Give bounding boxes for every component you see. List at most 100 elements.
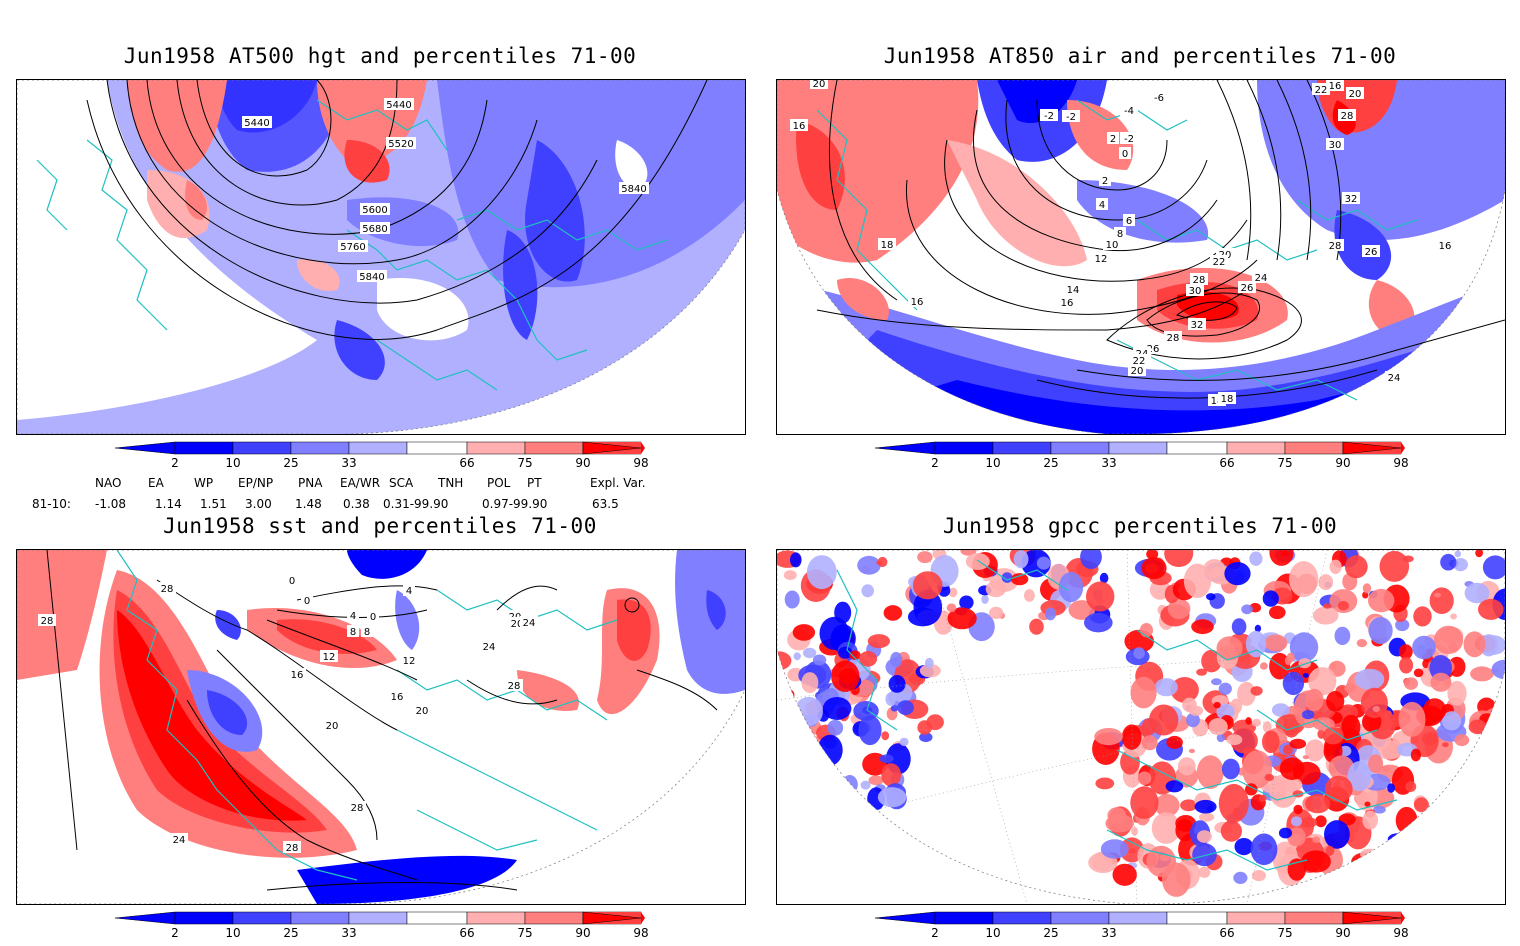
gpcc-patch	[1448, 642, 1458, 653]
gpcc-patch	[1206, 593, 1216, 601]
gpcc-patch	[1356, 639, 1368, 648]
gpcc-patch	[1198, 866, 1211, 878]
gpcc-patch	[1344, 555, 1368, 579]
gpcc-patch	[860, 780, 871, 790]
gpcc-patch	[888, 675, 906, 693]
contour-label-bg	[288, 668, 306, 680]
gpcc-patch	[1251, 870, 1266, 882]
contour-label-bg	[403, 584, 415, 596]
contour-label-bg	[1312, 83, 1330, 95]
contour-label: -2	[1124, 134, 1134, 145]
contour-label-bg	[1120, 132, 1138, 144]
contour-label: 30	[1329, 140, 1342, 151]
gpcc-patch	[1304, 688, 1324, 712]
gpcc-patch	[1258, 794, 1267, 802]
gpcc-patch	[881, 763, 901, 787]
contour-label-bg	[1114, 227, 1126, 239]
gpcc-patch	[1475, 550, 1483, 558]
gpcc-patch	[1429, 587, 1454, 614]
contour-label-bg	[1326, 80, 1344, 91]
gpcc-patch	[1196, 830, 1212, 843]
gpcc-patch	[1405, 832, 1414, 841]
gpcc-patch	[1264, 634, 1288, 652]
gpcc-patch	[857, 555, 881, 575]
contour-label: 12	[323, 652, 336, 663]
gpcc-patch	[917, 551, 933, 564]
gpcc-patch	[1414, 863, 1433, 878]
gpcc-patch	[1368, 754, 1384, 774]
gpcc-patch	[817, 734, 843, 766]
gpcc-patch	[1029, 618, 1044, 635]
contour-label: 0	[1122, 149, 1128, 160]
gpcc-patch	[1186, 712, 1200, 728]
index-header-sca: SCA	[389, 476, 414, 490]
gpcc-patch	[919, 664, 941, 678]
colorbar-tick-25: 25	[1043, 926, 1059, 940]
gpcc-patch	[1387, 783, 1395, 793]
contour-label: 0	[370, 612, 376, 623]
index-header-wp: WP	[194, 476, 214, 490]
contour-label-bg	[388, 690, 406, 702]
gpcc-patch	[1398, 644, 1413, 660]
gpcc-patch	[835, 793, 846, 804]
gpcc-patch	[1068, 600, 1096, 620]
colorbar-tick-90: 90	[575, 456, 591, 470]
gpcc-patch	[805, 789, 827, 814]
contour-label: 5520	[388, 139, 413, 150]
gpcc-patch	[1454, 550, 1462, 558]
contour-label: 20	[1131, 366, 1144, 377]
gpcc-patch	[1131, 826, 1139, 836]
gpcc-patch	[1289, 632, 1319, 663]
gpcc-patch	[1404, 677, 1418, 690]
gpcc-patch	[861, 584, 874, 598]
gpcc-patch	[1164, 550, 1194, 567]
contour-label: 28	[1341, 111, 1354, 122]
gpcc-patch	[1180, 799, 1198, 812]
gpcc-patch	[1281, 550, 1289, 556]
contour-label: 14	[1067, 285, 1080, 296]
gpcc-patch	[1468, 719, 1487, 735]
gpcc-patch	[1230, 728, 1258, 754]
gpcc-patch	[1368, 588, 1395, 613]
contour-label: 8	[1117, 229, 1123, 240]
contour-label-bg	[1092, 252, 1110, 264]
contour-label: 24	[173, 835, 186, 846]
contour-label-bg	[1130, 354, 1148, 366]
gpcc-patch	[1130, 676, 1157, 709]
gpcc-patch	[1264, 773, 1275, 782]
gpcc-patch	[802, 647, 817, 659]
contour-label: 18	[1221, 394, 1234, 405]
index-header-explvar: Expl. Var.	[590, 476, 646, 490]
contour-label-bg	[348, 801, 366, 813]
contour-label: 20	[416, 706, 429, 717]
contour-label-bg	[413, 704, 431, 716]
contour-label: 22	[1315, 85, 1328, 96]
gpcc-patch	[1216, 636, 1243, 661]
contour-label-bg	[158, 582, 176, 594]
gpcc-patch	[784, 590, 800, 609]
gpcc-patch	[841, 775, 858, 794]
gpcc-patch	[1308, 667, 1337, 696]
gpcc-patch	[1324, 820, 1350, 849]
gpcc-patch	[1154, 678, 1178, 697]
contour-label: 28	[41, 616, 54, 627]
map-panel-sst: 282800404881212161620202020242428282428	[16, 549, 746, 905]
gpcc-patch	[801, 672, 819, 694]
gpcc-patch	[1137, 771, 1152, 785]
gpcc-patch	[1413, 606, 1432, 627]
gpcc-patch	[877, 787, 907, 808]
gpcc-patch	[1099, 572, 1109, 584]
contour-label-bg	[367, 610, 379, 622]
colorbar-sst: 2 10 25 33 66 75 90 98	[115, 910, 649, 946]
colorbar-tick-33: 33	[1101, 456, 1117, 470]
contour-label: 5680	[362, 224, 387, 235]
gpcc-patch	[1305, 739, 1325, 762]
gpcc-patch	[1350, 860, 1368, 877]
gpcc-patch	[1302, 673, 1309, 678]
gpcc-patch	[1170, 677, 1199, 703]
gpcc-patch	[1334, 626, 1351, 646]
contour-label-bg	[323, 719, 341, 731]
colorbar-gpcc: 2 10 25 33 66 75 90 98	[875, 910, 1409, 946]
gpcc-patch	[1416, 852, 1428, 864]
contour-label: 5840	[621, 184, 646, 195]
